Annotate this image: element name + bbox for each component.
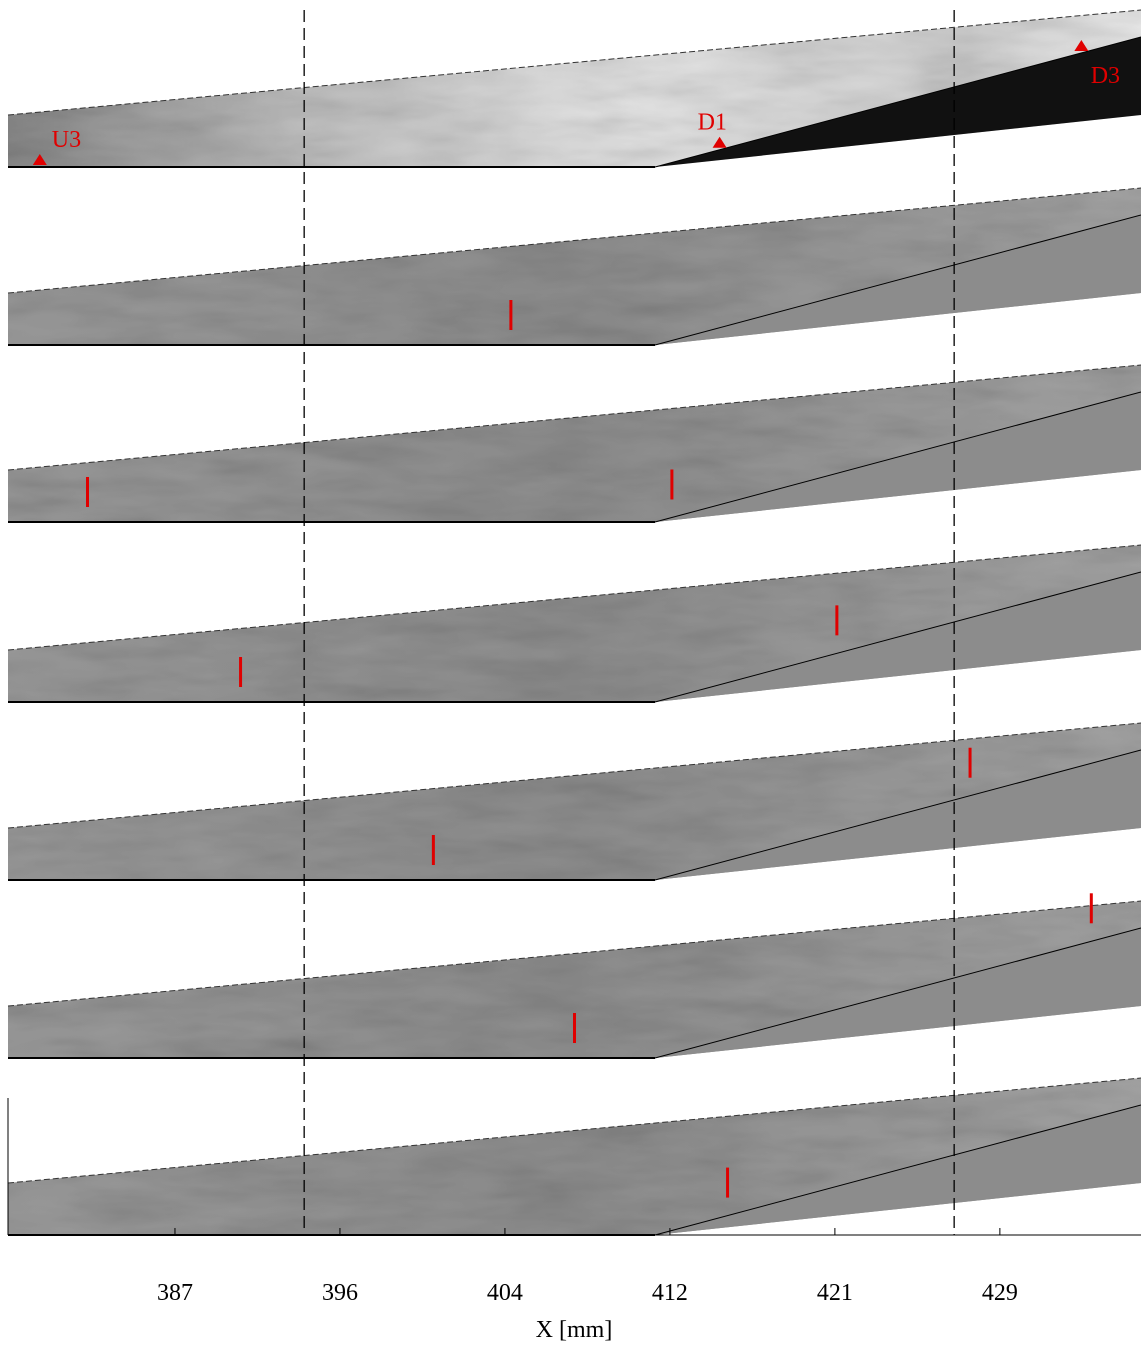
x-tick-label: 421 <box>817 1280 853 1306</box>
x-tick-label: 387 <box>157 1280 193 1306</box>
x-tick-label: 396 <box>322 1280 358 1306</box>
sensor-label: U3 <box>52 127 81 153</box>
figure: 387 396 404 412 421 429 U3 D1 D3 X [mm] <box>0 0 1141 1353</box>
x-tick-label: 429 <box>982 1280 1018 1306</box>
sensor-label: D1 <box>698 110 727 136</box>
x-tick-label: 412 <box>652 1280 688 1306</box>
panels <box>8 10 1141 1235</box>
x-tick-label: 404 <box>487 1280 523 1306</box>
x-axis-label: X [mm] <box>536 1317 613 1343</box>
sensor-label: D3 <box>1091 63 1120 89</box>
